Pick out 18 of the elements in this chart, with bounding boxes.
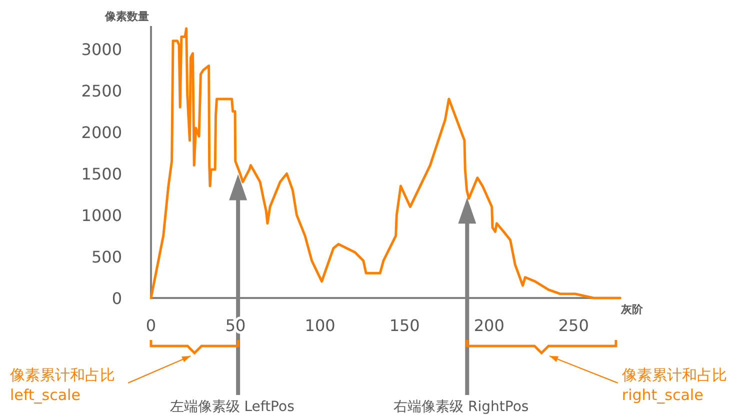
- x-tick-label: 100: [304, 316, 336, 335]
- text: 像素累计和占比 right_scale: [622, 366, 727, 404]
- y-axis-title: 像素数量: [104, 10, 149, 23]
- text: 像素累计和占比 left_scale: [10, 366, 115, 404]
- x-tick-label: 200: [474, 316, 504, 335]
- x-tick-label: 250: [558, 316, 589, 335]
- y-tick-label: 1000: [81, 206, 122, 226]
- x-tick-label: 150: [389, 316, 420, 335]
- y-tick-label: 1500: [81, 164, 122, 184]
- y-tick-label: 2500: [81, 82, 122, 101]
- ref-line-label: 右端像素级 RightPos: [394, 399, 529, 415]
- y-tick-label: 500: [91, 248, 122, 267]
- x-tick-label: 0: [146, 316, 156, 335]
- ref-line-label: 左端像素级 LeftPos: [170, 399, 294, 415]
- y-tick-label: 2000: [81, 123, 122, 142]
- y-tick-label: 0: [112, 289, 122, 308]
- x-axis-title: 灰阶: [620, 303, 644, 316]
- y-tick-label: 3000: [81, 40, 122, 60]
